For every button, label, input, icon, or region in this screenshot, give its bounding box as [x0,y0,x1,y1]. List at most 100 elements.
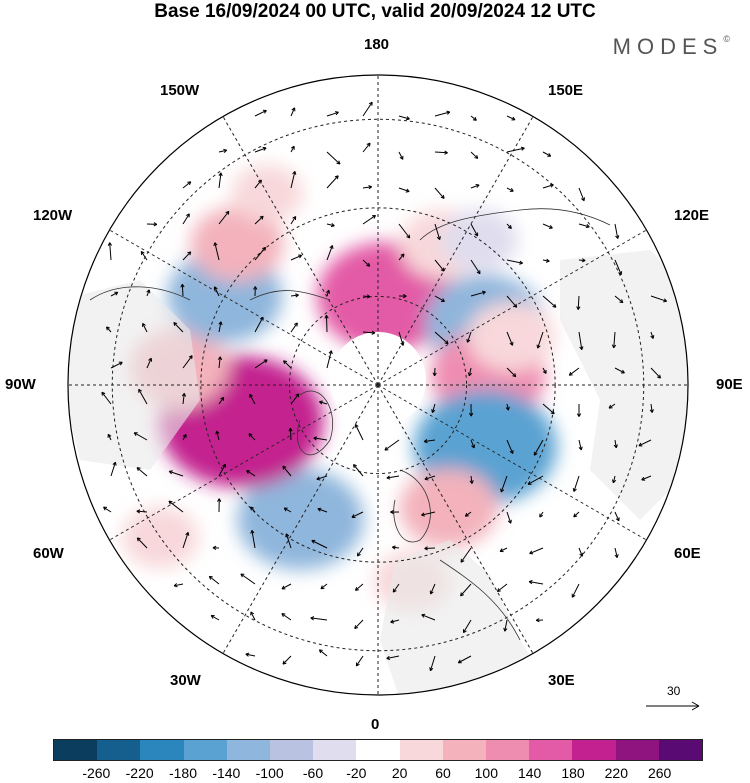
wind-vector [499,547,508,552]
wind-vector-head [421,613,426,618]
wind-vector-head [608,404,613,409]
wind-vector-head [298,254,303,259]
wind-vector [578,439,582,451]
wind-vector-head [319,400,323,405]
wind-vector-head [173,583,178,588]
wind-vector-head [107,433,112,438]
wind-vector-head [250,611,255,616]
wind-vector [362,215,376,225]
wind-vector-head [187,181,192,186]
wind-vector [290,393,300,405]
wind-vector-head [496,588,501,593]
wind-vector-head [288,427,293,432]
wind-vector [434,259,445,272]
wind-vector-head [545,258,550,263]
wind-vector [650,403,653,413]
lon-label-120e: 120E [674,207,710,224]
wind-vector-head [641,476,646,481]
coastlines [89,208,611,641]
wind-vector-head [356,552,361,557]
wind-vector [506,511,512,524]
wind-vector-head [218,172,223,177]
wind-vector-head [107,242,113,246]
wind-vector-head [512,373,517,378]
wind-vector [529,547,544,554]
anomaly-core [425,489,473,526]
wind-vector [103,506,112,513]
wind-vector [210,615,220,621]
wind-vector-head [283,507,288,512]
wind-vector [251,530,256,549]
wind-vector [614,547,618,558]
wind-vector [317,508,328,513]
brand-mark: © [723,34,730,44]
wind-vector [470,115,477,121]
wind-vector-head [263,359,268,364]
wind-vector-head [533,451,538,456]
lon-label-0: 0 [371,716,380,733]
wind-vector-head [503,627,508,632]
wind-vector [216,430,220,441]
wind-vector-head [317,507,322,512]
lon-label-120w: 120W [33,207,73,224]
wind-vector-head [250,506,255,511]
wind-vector [614,223,619,239]
wind-vector [614,259,622,275]
colorbar-swatch [486,740,530,760]
wind-vector-head [372,214,377,219]
wind-vector-head [457,659,462,664]
wind-vector [240,573,256,585]
wind-vector [460,547,472,563]
latitude-circle [200,207,556,563]
colorbar-swatch [658,740,703,760]
wind-vector-head [581,197,585,202]
wind-vector-head [539,513,544,518]
wind-vector [434,331,449,345]
wind-vector-head [444,150,448,155]
wind-vector-head [550,410,555,415]
map-border [67,74,689,696]
wind-vector [613,331,616,348]
wind-vector-head [446,110,451,115]
wind-vector [362,295,371,298]
wind-vector-head [291,107,296,112]
wind-vector [362,142,371,153]
wind-vectors [101,101,668,672]
meridian-line [222,384,379,654]
wind-vector [542,223,553,229]
wind-vector [506,259,523,264]
wind-vector [434,187,445,199]
wind-vector [434,111,450,117]
wind-vector [424,547,436,550]
wind-vector-head [140,250,145,255]
colorbar-swatch [313,740,357,760]
colorbar-swatch [356,740,400,760]
wind-vector-head [223,148,228,153]
lon-label-90w: 90W [5,376,36,393]
wind-vector [506,439,514,454]
wind-vector [506,403,509,411]
wind-vector [614,439,617,448]
wind-vector-head [310,616,315,621]
wind-vector [465,511,472,517]
wind-vector [533,439,544,456]
wind-vector-head [469,480,474,484]
wind-vector-head [649,409,654,413]
wind-vector [542,403,555,415]
wind-vector [390,619,400,623]
wind-vector-head [386,655,391,661]
wind-vector-head [262,246,267,251]
wind-vector [173,322,184,333]
lon-label-30w: 30W [170,672,201,689]
lon-label-150e: 150E [548,82,584,99]
wind-vector-head [467,372,472,377]
wind-vector-head [579,346,584,350]
wind-vector-head [405,116,410,121]
wind-vector-head [168,470,173,475]
colorbar-label: 220 [604,765,629,781]
colorbar-label: -220 [125,765,154,781]
colorbar-swatch [140,740,184,760]
wind-vector [110,462,116,477]
colorbar-swatch [226,740,271,760]
wind-vector [506,367,517,378]
